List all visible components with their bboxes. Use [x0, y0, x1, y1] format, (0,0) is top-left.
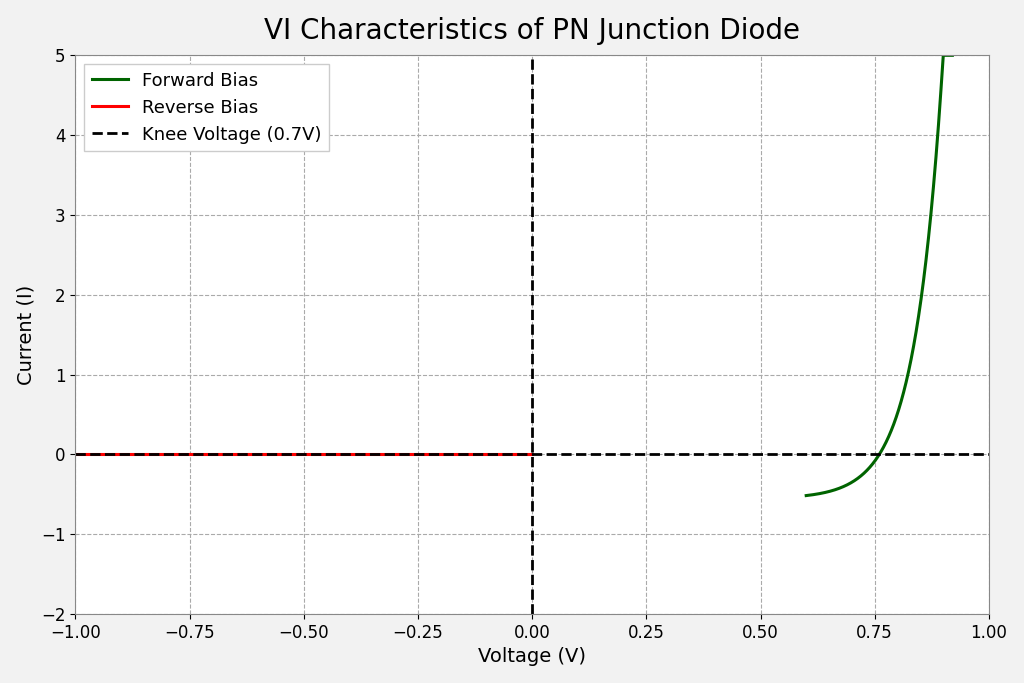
Reverse Bias: [487, 450, 500, 458]
Knee Voltage (0.7V): [526, 370, 539, 378]
Y-axis label: Current (I): Current (I): [16, 285, 36, 385]
Reverse Bias: [155, 450, 167, 458]
X-axis label: Voltage (V): Voltage (V): [478, 647, 586, 667]
Reverse Bias: [503, 450, 515, 458]
Legend: Forward Bias, Reverse Bias, Knee Voltage (0.7V): Forward Bias, Reverse Bias, Knee Voltage…: [84, 64, 329, 151]
Forward Bias: [916, 282, 929, 290]
Line: Forward Bias: Forward Bias: [806, 55, 952, 496]
Reverse Bias: [70, 450, 82, 458]
Forward Bias: [859, 468, 871, 476]
Forward Bias: [864, 462, 877, 471]
Forward Bias: [900, 376, 912, 385]
Forward Bias: [937, 51, 949, 59]
Forward Bias: [946, 51, 958, 59]
Forward Bias: [914, 301, 927, 309]
Reverse Bias: [526, 450, 539, 458]
Reverse Bias: [97, 450, 110, 458]
Reverse Bias: [88, 450, 100, 458]
Reverse Bias: [190, 450, 203, 458]
Forward Bias: [815, 489, 827, 497]
Forward Bias: [800, 492, 812, 500]
Knee Voltage (0.7V): [526, 450, 539, 458]
Title: VI Characteristics of PN Junction Diode: VI Characteristics of PN Junction Diode: [264, 16, 800, 44]
